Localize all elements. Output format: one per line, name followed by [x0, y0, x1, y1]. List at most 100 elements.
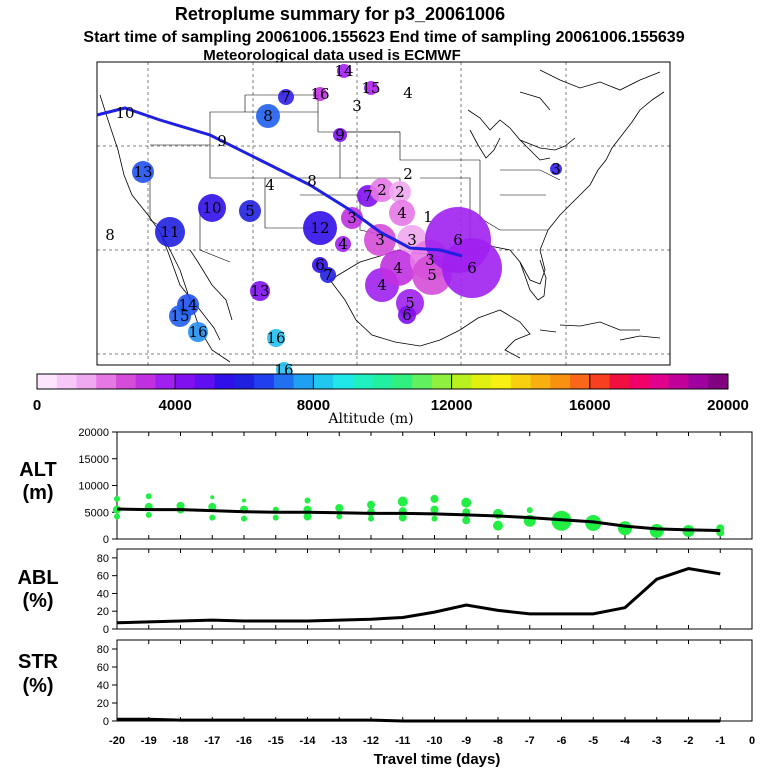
colorbar-segment: [352, 374, 374, 389]
altitude-point: [304, 497, 311, 504]
altitude-point: [493, 520, 503, 531]
figure-title: Retroplume summary for p3_20061006: [175, 4, 505, 24]
panel-alt: 0 5000 10000 15000 20000: [78, 427, 753, 546]
plume-cluster: [198, 194, 226, 222]
colorbar-segment: [431, 374, 453, 389]
colorbar-segment: [629, 374, 650, 389]
trajectory-day-label: 1: [423, 208, 433, 226]
altitude-point: [462, 516, 471, 525]
colorbar-segment: [37, 374, 58, 389]
colorbar-tick-label: 20000: [707, 397, 749, 414]
colorbar-tick-label: 8000: [297, 397, 330, 414]
cluster-day-label: 15: [361, 79, 380, 97]
plume-cluster: [370, 178, 394, 202]
sampling-times: Start time of sampling 20061006.155623 E…: [83, 29, 684, 46]
y-tick-label: 20: [97, 698, 109, 710]
colorbar-title: Altitude (m): [327, 411, 413, 427]
panel-abl: 0 20 40 60 80: [97, 548, 753, 636]
altitude-point: [210, 495, 215, 500]
abl-panel-unit: (%): [22, 590, 53, 612]
altitude-point: [241, 515, 247, 522]
colorbar-segment: [649, 374, 670, 389]
colorbar-segment: [155, 374, 176, 389]
x-tick-label: -2: [684, 735, 694, 747]
colorbar-segment: [609, 374, 630, 389]
y-tick-label: 60: [97, 662, 109, 674]
altitude-point: [431, 515, 438, 522]
colorbar-segment: [56, 374, 77, 389]
cluster-day-label: 13: [133, 163, 152, 181]
x-axis-label: Travel time (days): [374, 751, 501, 768]
colorbar-segment: [688, 374, 709, 389]
cluster-day-label: 4: [397, 204, 407, 222]
cluster-day-label: 4: [338, 235, 348, 253]
colorbar-segment: [392, 374, 413, 389]
y-tick-label: 0: [103, 716, 109, 728]
plume-cluster: [341, 207, 363, 229]
colorbar-segment: [194, 374, 216, 389]
y-tick-label: 20000: [78, 427, 109, 439]
plume-cluster: [389, 181, 411, 203]
cluster-day-label: 6: [315, 256, 325, 274]
y-tick-label: 15000: [78, 454, 109, 466]
altitude-point: [114, 495, 120, 502]
altitude-point: [368, 515, 374, 522]
plume-cluster: [335, 236, 351, 252]
cluster-day-label: 13: [250, 282, 269, 300]
altitude-point: [145, 493, 152, 500]
plume-cluster: [320, 267, 336, 283]
y-tick-label: 60: [97, 571, 109, 583]
colorbar-segment: [313, 374, 334, 389]
x-tick-label: -19: [141, 735, 157, 747]
plume-cluster: [250, 281, 270, 301]
x-tick-label: -11: [395, 735, 410, 747]
colorbar-tick-label: 12000: [431, 397, 473, 414]
plume-cluster: [256, 104, 280, 128]
colorbar-segment: [589, 374, 611, 389]
y-tick-label: 20: [97, 606, 109, 618]
cluster-day-label: 3: [407, 231, 417, 249]
cluster-day-label: 14: [178, 296, 197, 314]
x-tick-label: -4: [620, 735, 631, 747]
colorbar-segment: [491, 374, 512, 389]
colorbar-tick-label: 0: [33, 397, 41, 414]
cluster-day-label: 3: [347, 209, 357, 227]
cluster-day-label: 2: [395, 183, 405, 201]
altitude-point: [303, 512, 312, 521]
x-tick-label: -5: [588, 735, 598, 747]
plume-cluster: [364, 224, 396, 256]
altitude-point: [335, 503, 344, 512]
x-tick-label: 0: [749, 735, 755, 747]
cluster-day-label: 12: [310, 219, 329, 237]
cluster-day-label: 7: [281, 88, 291, 106]
abl-panel-label: ABL: [17, 567, 58, 589]
met-data-note: Meteorological data used is ECMWF: [203, 47, 461, 64]
altitude-point: [430, 505, 439, 514]
altitude-point: [242, 498, 246, 503]
series-line: [116, 567, 721, 625]
cluster-day-label: 6: [453, 231, 463, 249]
cluster-day-label: 16: [188, 323, 207, 341]
cluster-day-label: 14: [334, 62, 353, 80]
series-line: [116, 507, 721, 532]
altitude-point: [618, 521, 632, 536]
altitude-point: [430, 494, 439, 503]
plume-cluster: [337, 64, 351, 78]
colorbar-segment: [668, 374, 690, 389]
plume-cluster: [313, 87, 327, 101]
y-tick-label: 0: [103, 624, 109, 636]
altitude-point: [649, 523, 664, 538]
plume-cluster: [550, 163, 562, 175]
panel-frame: [116, 431, 753, 540]
x-tick-labels: -20 -19 -18 -17 -16 -15 -14 -13 -12 -11 -10 -9 -8 -7-…: [109, 735, 755, 747]
plume-cluster: [303, 211, 337, 245]
colorbar-segment: [234, 374, 255, 389]
cluster-day-label: 6: [402, 306, 412, 324]
plume-cluster: [278, 89, 294, 105]
colorbar-segment: [372, 374, 393, 389]
x-tick-label: -10: [427, 735, 443, 747]
cluster-day-label: 5: [245, 202, 255, 220]
